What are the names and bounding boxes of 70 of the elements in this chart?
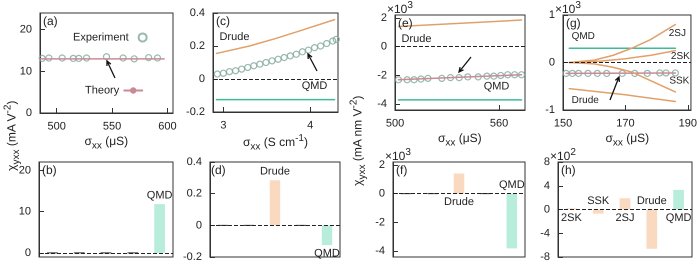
legend-label: Experiment: [72, 32, 129, 44]
y-tick-label: 2: [380, 12, 387, 24]
y-tick-label: 0: [196, 219, 202, 232]
series-label: 2SJ: [668, 28, 686, 39]
y-tick-label: 0: [26, 107, 32, 119]
annotation: (d): [211, 163, 226, 177]
y-tick-label: -2: [377, 69, 387, 82]
x-tick-label: 500: [47, 120, 66, 132]
series-label: QMD: [572, 30, 595, 42]
y-tick-label: -2: [375, 216, 385, 228]
y-tick-label: -8: [540, 251, 550, 263]
x-tick-label: 3: [220, 120, 226, 132]
category-label: 2SJ: [616, 212, 634, 224]
y-tick-label: -0.2: [182, 251, 202, 263]
x-axis-title: σ$_{xx}$ (μS): [438, 131, 482, 148]
x-axis-title: σ$_{xx}$ (S cm$^{-1}$): [243, 133, 308, 152]
annotation: ×10$^{2}$: [550, 147, 576, 163]
series-label: QMD: [302, 80, 328, 92]
annotation: ×10$^{3}$: [385, 147, 411, 163]
series-label: Drude: [401, 33, 432, 46]
x-tick-label: 560: [490, 118, 508, 130]
y-tick-label: 1: [548, 9, 555, 21]
y-tick-label: 0: [24, 246, 31, 259]
y-tick-label: 4: [544, 180, 550, 192]
y-tick-label: 0.4: [186, 156, 202, 168]
annotation: (g): [566, 16, 581, 30]
y-tick-label: 10: [20, 65, 32, 78]
x-axis-title: σ$_{xx}$ (μS): [84, 134, 128, 152]
category-label: 2SK: [561, 212, 582, 224]
category-label: QMD: [666, 212, 692, 224]
x-tick-label: 190: [678, 118, 698, 130]
category-label: SSK: [587, 195, 610, 207]
y-tick-label: 0: [378, 188, 385, 200]
y-tick-label: 0.2: [190, 40, 205, 52]
y-tick-label: 2: [378, 158, 385, 171]
y-tick-label: 8: [544, 156, 550, 168]
series-label: 2SK: [670, 51, 690, 62]
annotation: ×10$^{3}$: [555, 0, 581, 16]
y-tick-label: 0: [380, 40, 387, 53]
x-tick-label: 4: [307, 120, 314, 132]
y-tick-label: -4: [377, 98, 387, 110]
legend-label: Theory: [84, 84, 120, 96]
y-tick-label: 0: [544, 204, 550, 216]
y-tick-label: 0: [198, 73, 205, 85]
x-tick-label: 170: [616, 118, 635, 130]
x-tick-label: 150: [554, 118, 572, 130]
x-tick-label: 500: [386, 118, 404, 130]
y-tick-label: 20: [18, 164, 31, 176]
y-tick-label: -1: [545, 104, 555, 116]
series-label: SSK: [669, 75, 690, 86]
x-tick-label: 550: [102, 120, 122, 132]
y-tick-label: -4: [375, 245, 385, 258]
annotation: (c): [216, 14, 230, 28]
annotation: (b): [42, 163, 57, 177]
x-axis-title: σ$_{xx}$ (μS): [606, 131, 650, 148]
y-tick-label: 0: [548, 56, 555, 68]
y-tick-label: 0.2: [186, 188, 202, 200]
y-tick-label: -0.2: [186, 106, 205, 118]
series-label: Drude: [572, 95, 600, 106]
annotation: (f): [396, 163, 408, 177]
annotation: (a): [43, 14, 58, 28]
y-tick-label: 20: [20, 24, 32, 36]
x-tick-label: 600: [158, 120, 177, 132]
series-label: QMD: [484, 80, 510, 92]
y-tick-label: 10: [18, 206, 31, 218]
series-label: Drude: [219, 30, 250, 43]
annotation: (h): [561, 163, 576, 177]
annotation: ×10$^{3}$: [387, 0, 413, 16]
y-tick-label: -4: [540, 227, 550, 240]
y-tick-label: 0.4: [190, 7, 205, 19]
